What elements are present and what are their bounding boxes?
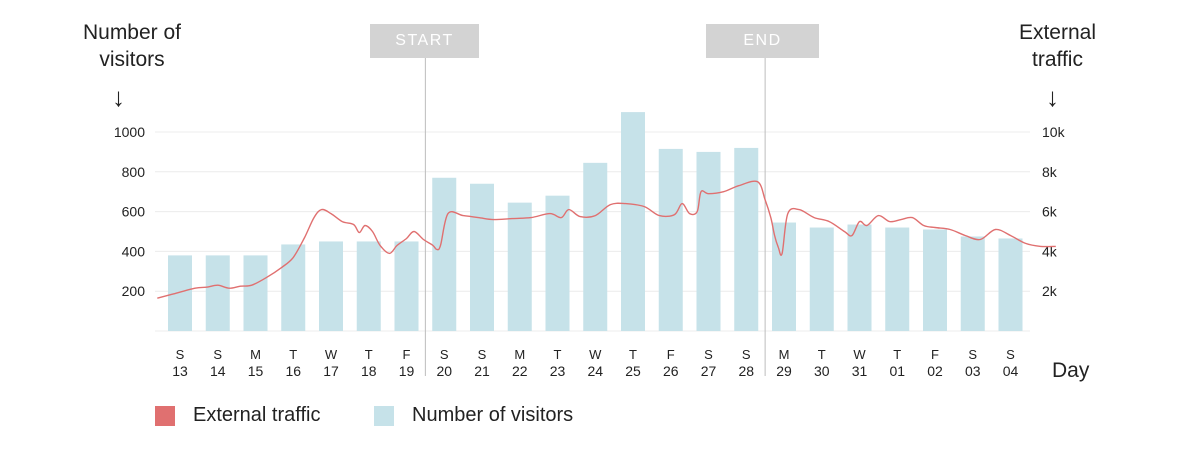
bar-visitors [998, 238, 1023, 331]
y-left-tick-label: 800 [122, 164, 146, 180]
x-tick-date: 27 [701, 363, 717, 379]
bar-visitors [847, 224, 872, 331]
x-tick-date: 17 [323, 363, 339, 379]
x-tick-day: S [704, 347, 713, 362]
x-tick-day: W [853, 347, 866, 362]
x-tick-day: F [931, 347, 939, 362]
bar-visitors [885, 227, 910, 331]
y-right-tick-label: 10k [1042, 124, 1066, 140]
y-right-axis-title: External traffic [1018, 21, 1097, 71]
x-tick-date: 02 [927, 363, 943, 379]
x-tick-day: M [514, 347, 525, 362]
x-tick-day: S [176, 347, 185, 362]
bar-visitors [168, 255, 192, 331]
x-tick-day: W [589, 347, 602, 362]
bar-visitors [923, 229, 947, 331]
legend-label-external-traffic: External traffic [193, 404, 321, 426]
bar-visitors [205, 255, 230, 331]
down-arrow-icon: ↓ [1046, 82, 1059, 112]
x-tick-date: 26 [663, 363, 679, 379]
x-tick-date: 04 [1003, 363, 1019, 379]
y-left-tick-label: 600 [122, 204, 146, 220]
external-traffic-swatch [155, 405, 175, 426]
x-tick-date: 28 [738, 363, 754, 379]
bar-visitors [809, 227, 834, 331]
bar-visitors [394, 241, 419, 331]
x-tick-day: W [325, 347, 338, 362]
x-tick-date: 25 [625, 363, 641, 379]
legend-label-visitors: Number of visitors [412, 404, 574, 426]
x-tick-date: 18 [361, 363, 377, 379]
x-tick-date: 29 [776, 363, 792, 379]
x-tick-date: 31 [852, 363, 868, 379]
bar-visitors [583, 162, 608, 331]
x-tick-day: S [742, 347, 751, 362]
y-right-tick-label: 2k [1042, 283, 1058, 299]
start-marker-label: START [370, 24, 479, 58]
x-tick-day: T [629, 347, 637, 362]
x-tick-date: 30 [814, 363, 830, 379]
x-tick-day: T [289, 347, 297, 362]
bar-visitors [319, 241, 343, 331]
x-tick-date: 15 [248, 363, 264, 379]
bar-visitors [621, 112, 645, 331]
x-axis-title: Day [1052, 359, 1090, 382]
legend: External traffic [155, 404, 320, 427]
x-tick-date: 19 [399, 363, 415, 379]
x-tick-date: 24 [587, 363, 603, 379]
bar-visitors [658, 148, 683, 331]
y-left-tick-label: 400 [122, 243, 146, 259]
x-tick-date: 23 [550, 363, 566, 379]
bar-visitors [356, 241, 381, 331]
x-tick-day: M [250, 347, 261, 362]
x-tick-day: T [365, 347, 373, 362]
x-tick-day: T [818, 347, 826, 362]
y-right-tick-label: 6k [1042, 204, 1058, 220]
x-tick-date: 16 [285, 363, 301, 379]
x-tick-day: S [968, 347, 977, 362]
x-tick-date: 20 [436, 363, 452, 379]
x-tick-day: S [1006, 347, 1015, 362]
bar-visitors [243, 255, 268, 331]
x-tick-date: 01 [889, 363, 905, 379]
x-tick-day: F [403, 347, 411, 362]
visitors-swatch [374, 405, 394, 426]
bar-visitors [734, 147, 759, 331]
bar-visitors [545, 195, 570, 331]
y-right-tick-label: 4k [1042, 243, 1058, 259]
x-tick-day: S [213, 347, 222, 362]
x-tick-date: 03 [965, 363, 981, 379]
y-left-axis-title: Number of visitors [82, 21, 182, 71]
bar-visitors [432, 177, 457, 331]
y-right-tick-label: 8k [1042, 164, 1058, 180]
down-arrow-icon: ↓ [112, 82, 125, 112]
bar-visitors [470, 183, 494, 331]
x-tick-date: 22 [512, 363, 528, 379]
x-tick-day: S [478, 347, 487, 362]
y-left-tick-label: 200 [122, 283, 146, 299]
x-tick-day: M [779, 347, 790, 362]
bar-visitors [960, 236, 985, 331]
x-tick-date: 13 [172, 363, 188, 379]
x-tick-day: T [554, 347, 562, 362]
y-left-tick-label: 1000 [114, 124, 145, 140]
legend: Number of visitors [374, 404, 573, 427]
x-tick-day: S [440, 347, 449, 362]
x-tick-day: T [893, 347, 901, 362]
bar-visitors [696, 151, 721, 331]
bar-visitors [507, 202, 532, 331]
end-marker-label: END [706, 24, 819, 58]
x-tick-day: F [667, 347, 675, 362]
bar-visitors [281, 244, 306, 331]
line-external-traffic [157, 180, 1056, 299]
x-tick-date: 21 [474, 363, 490, 379]
x-tick-date: 14 [210, 363, 226, 379]
